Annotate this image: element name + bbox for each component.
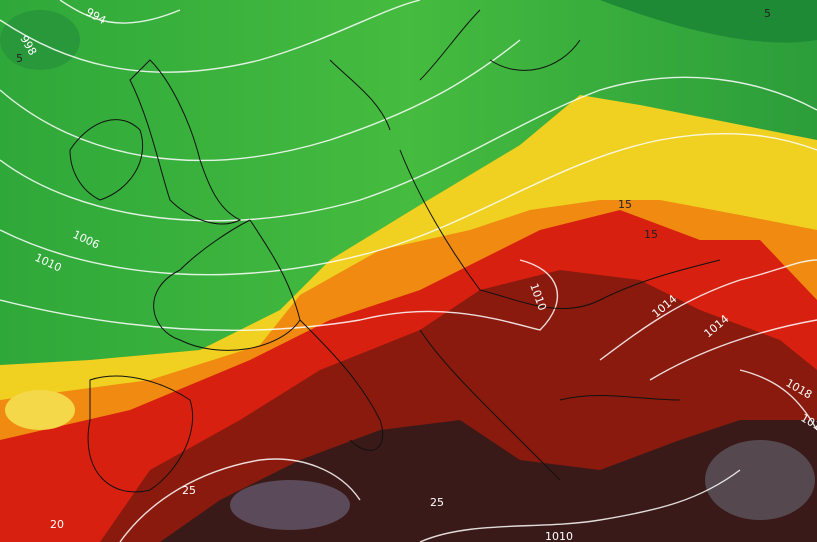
borders — [69, 9, 721, 493]
isobar-label: 1010 — [545, 530, 573, 542]
temperature-label: 20 — [50, 518, 64, 531]
temperature-label: 25 — [430, 496, 444, 509]
temperature-label: 15 — [618, 198, 632, 211]
temperature-label: 15 — [644, 228, 658, 241]
temperature-label: 5 — [764, 7, 771, 20]
temperature-label: 5 — [16, 52, 23, 65]
temperature-label: 25 — [182, 484, 196, 497]
